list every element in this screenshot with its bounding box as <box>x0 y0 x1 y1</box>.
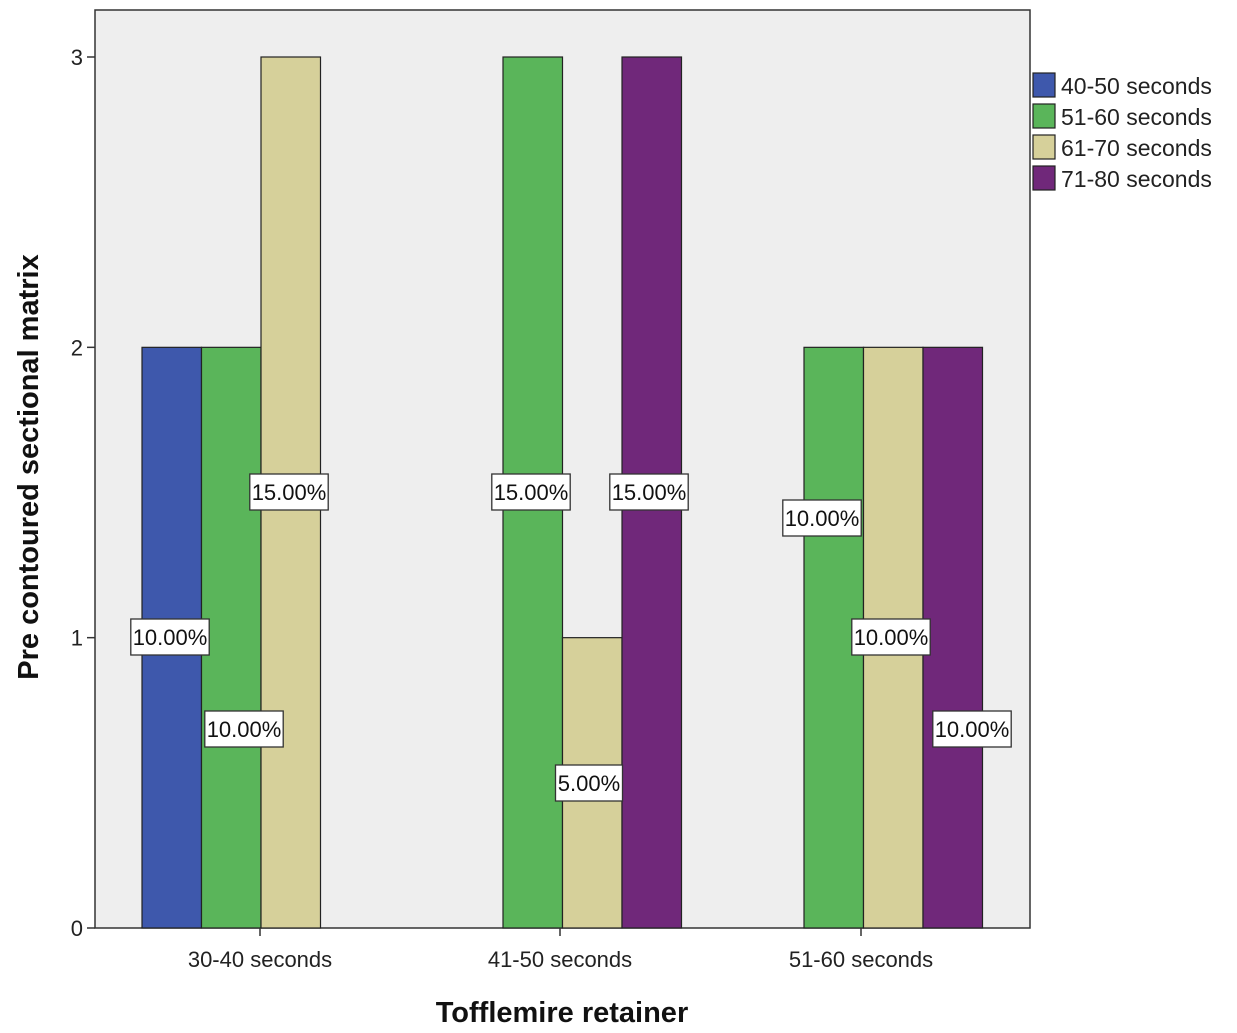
legend-label: 40-50 seconds <box>1061 73 1212 99</box>
legend-swatch <box>1032 103 1056 129</box>
legend: 40-50 seconds 51-60 seconds 61-70 seconds 7… <box>1032 72 1212 192</box>
y-tick-label: 3 <box>71 45 83 70</box>
data-label-text: 5.00% <box>558 771 620 796</box>
y-axis-title: Pre contoured sectional matrix <box>13 254 45 679</box>
data-label-box <box>249 473 329 511</box>
data-label-box <box>554 764 624 802</box>
data-label-box <box>130 618 210 656</box>
data-label-box <box>491 473 571 511</box>
data-label-text: 10.00% <box>785 506 860 531</box>
data-label-text: 10.00% <box>133 625 208 650</box>
bar-71-80-seconds-51-60-seconds <box>922 346 984 929</box>
legend-swatch <box>1032 134 1056 160</box>
data-label-text: 15.00% <box>494 480 569 505</box>
data-labels: 10.00% 10.00% 15.00% 10.00% 15.00% 5.00% 10.00… <box>130 473 1012 802</box>
data-label-text: 15.00% <box>612 480 687 505</box>
data-label: 10.00% <box>851 618 931 656</box>
x-tick-label: 30-40 seconds <box>188 947 332 972</box>
data-label-box <box>782 499 862 537</box>
data-label: 10.00% <box>130 618 210 656</box>
data-label: 5.00% <box>554 764 624 802</box>
data-label-text: 10.00% <box>935 717 1010 742</box>
data-label: 10.00% <box>782 499 862 537</box>
data-label-box <box>932 710 1012 748</box>
data-label-text: 10.00% <box>854 625 929 650</box>
x-axis-title: Tofflemire retainer <box>436 997 688 1028</box>
data-label-text: 10.00% <box>207 717 282 742</box>
data-label-box <box>609 473 689 511</box>
x-tick-label: 51-60 seconds <box>789 947 933 972</box>
data-label: 10.00% <box>932 710 1012 748</box>
legend-swatch <box>1032 72 1056 98</box>
x-tick-label: 41-50 seconds <box>488 947 632 972</box>
legend-item: 51-60 seconds <box>1032 103 1212 130</box>
axes: 0 1 2 3 30-40 seconds 41-50 seconds 51-60 seco… <box>71 45 933 972</box>
legend-item: 71-80 seconds <box>1032 165 1212 192</box>
bar-51-60-seconds-30-40-seconds <box>200 346 262 929</box>
legend-label: 51-60 seconds <box>1061 104 1212 130</box>
data-label: 10.00% <box>204 710 284 748</box>
data-label: 15.00% <box>491 473 571 511</box>
data-label: 15.00% <box>609 473 689 511</box>
y-tick-label: 0 <box>71 916 83 941</box>
data-label-box <box>851 618 931 656</box>
legend-swatch <box>1032 165 1056 191</box>
y-tick-label: 2 <box>71 335 83 360</box>
legend-item: 40-50 seconds <box>1032 72 1212 99</box>
data-label-text: 15.00% <box>252 480 327 505</box>
legend-label: 71-80 seconds <box>1061 166 1212 192</box>
y-tick-label: 1 <box>71 626 83 651</box>
data-label: 15.00% <box>249 473 329 511</box>
legend-item: 61-70 seconds <box>1032 134 1212 161</box>
legend-label: 61-70 seconds <box>1061 135 1212 161</box>
data-label-box <box>204 710 284 748</box>
